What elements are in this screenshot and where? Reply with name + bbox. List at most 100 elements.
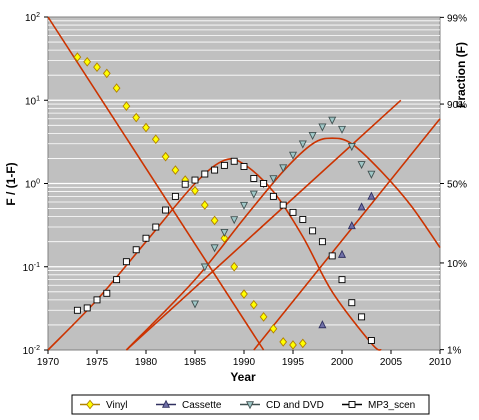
vinyl-point [249, 299, 258, 310]
mp3-scen-point [269, 192, 277, 200]
mp3-scen-point [103, 289, 111, 297]
mp3-scen-point [162, 206, 170, 214]
x-axis-title: Year [230, 370, 256, 384]
legend-marker-cd-and-dvd [245, 401, 255, 410]
x-tick-label: 1990 [233, 357, 256, 368]
y-left-tick-label: 100 [25, 179, 40, 191]
cd-and-dvd-point [190, 300, 200, 309]
cd-and-dvd-point [249, 190, 258, 199]
y-right-tick-label: 99% [447, 13, 467, 24]
vinyl-point [289, 340, 297, 350]
vinyl-point [240, 289, 248, 299]
cassette-point [357, 202, 366, 211]
fit-line-1 [47, 16, 265, 351]
legend-marker-cassette [161, 399, 171, 408]
y-left-tick-label: 10-1 [23, 262, 40, 274]
x-tick-label: 1975 [86, 357, 109, 368]
vinyl-point [171, 165, 180, 175]
vinyl-point [279, 337, 288, 347]
cd-and-dvd-point [328, 116, 337, 125]
mp3-scen-point [348, 299, 356, 307]
mp3-scen-point [93, 296, 101, 304]
vinyl-point [151, 134, 160, 145]
vinyl-point [191, 185, 199, 196]
y-axis-left-ticks: 10-2 10-1 100 101 102 [23, 12, 48, 357]
vinyl-point [73, 52, 82, 62]
cd-and-dvd-point [347, 143, 356, 152]
cd-and-dvd-point [210, 244, 219, 253]
x-tick-label: 1985 [184, 357, 207, 368]
mp3-scen-point [260, 180, 268, 187]
gridlines [48, 20, 440, 326]
legend-label-cassette: Cassette [182, 400, 222, 411]
data-markers [73, 52, 376, 350]
vinyl-point [93, 62, 101, 72]
fit-line-3 [253, 118, 441, 351]
fit-line-2 [125, 99, 402, 351]
vinyl-point [102, 68, 111, 79]
mp3-scen-point [181, 180, 189, 188]
y-left-tick-label: 102 [25, 12, 40, 24]
cassette-point [367, 191, 376, 200]
cd-and-dvd-point [357, 161, 366, 170]
x-axis-ticks: 1970 1975 1980 1985 1990 1995 2000 2005 2010 [37, 350, 452, 368]
vinyl-point [210, 215, 219, 226]
y-axis-left-title: F / (1-F) [4, 162, 18, 205]
vinyl-point [298, 338, 307, 349]
vinyl-point [161, 151, 170, 162]
mp3-scen-point [122, 258, 130, 266]
mp3-scen-point [299, 215, 307, 223]
vinyl-point [200, 200, 209, 210]
x-tick-label: 1980 [135, 357, 158, 368]
vinyl-point [269, 323, 278, 334]
mp3-scen-point [142, 234, 150, 242]
x-tick-label: 2000 [331, 357, 354, 368]
mp3-scen-point [279, 201, 287, 209]
cd-and-dvd-point [318, 123, 327, 132]
legend: Vinyl Cassette CD and DVD MP3_scen [71, 394, 430, 415]
cassette-point [337, 249, 347, 258]
mp3-scen-point [309, 227, 317, 235]
vinyl-point [122, 101, 131, 111]
y-axis-right-title: Fraction (F) [454, 42, 468, 108]
cd-and-dvd-point [308, 131, 317, 141]
cd-and-dvd-point [298, 140, 307, 149]
cassette-point [347, 221, 356, 230]
cd-and-dvd-point [337, 125, 347, 134]
legend-marker-mp3-scen [348, 401, 356, 408]
vinyl-point [112, 83, 121, 93]
cd-and-dvd-point [230, 216, 239, 225]
legend-marker-vinyl [86, 399, 94, 410]
mp3-scen-point [250, 174, 258, 182]
x-tick-label: 2010 [429, 357, 452, 368]
vinyl-point [220, 233, 229, 244]
vinyl-point [132, 112, 141, 123]
mp3-scen-point [211, 166, 219, 174]
cd-and-dvd-point [220, 228, 229, 238]
mp3-scen-point [152, 223, 160, 231]
mp3-scen-point [338, 276, 346, 284]
mp3-scen-point [318, 238, 326, 246]
cd-and-dvd-point [200, 263, 209, 272]
mp3-scen-point [83, 304, 91, 312]
mp3-scen-point [73, 306, 81, 314]
mp3-scen-point [367, 337, 375, 344]
vinyl-point [142, 122, 150, 133]
x-tick-label: 1970 [37, 357, 60, 368]
x-tick-label: 2005 [380, 357, 403, 368]
mp3-scen-point [132, 246, 140, 254]
y-left-tick-label: 101 [25, 95, 40, 107]
mp3-scen-point [191, 176, 199, 184]
cd-and-dvd-point [239, 201, 249, 210]
y-right-tick-label: 10% [447, 259, 467, 270]
fit-line-5 [125, 137, 441, 351]
y-right-tick-label: 50% [447, 180, 467, 191]
mp3-scen-point [220, 161, 228, 169]
mp3-scen-point [171, 192, 179, 200]
legend-label-cd-and-dvd: CD and DVD [266, 400, 324, 411]
mp3-scen-point [240, 163, 248, 170]
y-left-tick-label: 10-2 [23, 345, 40, 357]
cd-and-dvd-point [367, 170, 376, 179]
mp3-scen-point [201, 170, 209, 178]
